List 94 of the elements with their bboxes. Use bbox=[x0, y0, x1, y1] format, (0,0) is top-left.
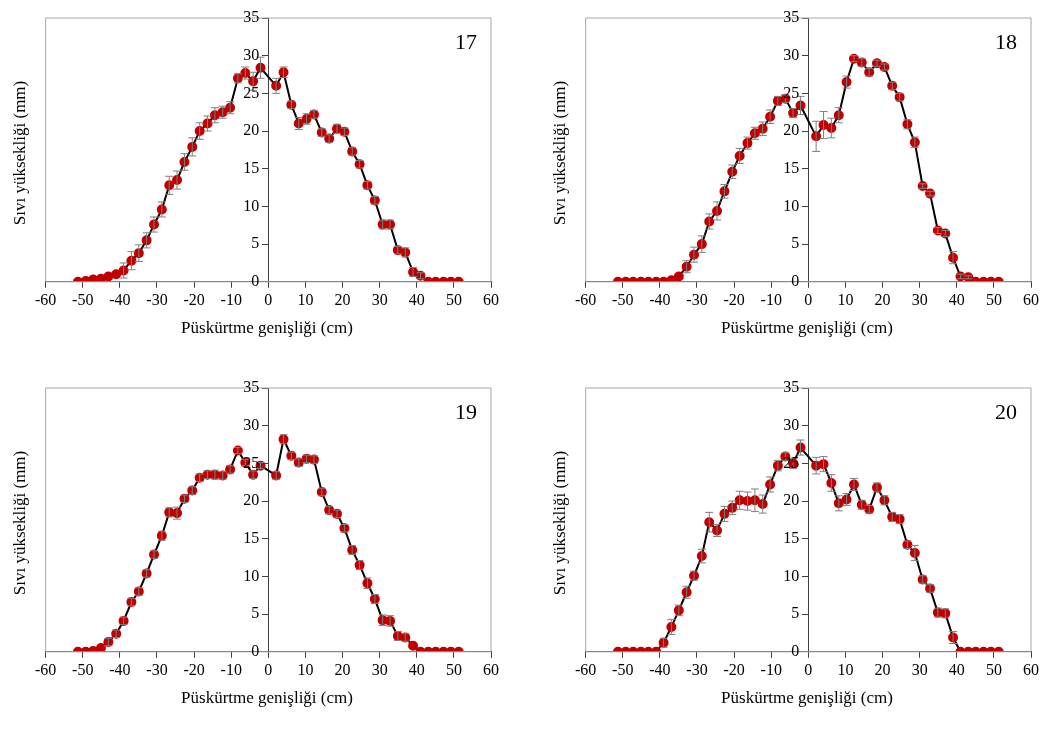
x-tick-label: 60 bbox=[483, 660, 499, 678]
y-tick-label: 15 bbox=[243, 158, 260, 176]
x-tick-label: 0 bbox=[804, 660, 813, 678]
y-tick-label: 25 bbox=[783, 83, 800, 101]
x-tick-label: 40 bbox=[408, 290, 425, 308]
x-tick-label: -50 bbox=[612, 290, 634, 308]
x-axis-title: Püskürtme genişliği (cm) bbox=[720, 688, 894, 708]
x-tick-label: 40 bbox=[948, 660, 965, 678]
x-tick-label: 30 bbox=[371, 660, 388, 678]
x-tick-label: 10 bbox=[837, 660, 854, 678]
x-axis-title: Püskürtme genişliği (cm) bbox=[180, 318, 354, 338]
x-tick-label: 60 bbox=[1023, 660, 1039, 678]
x-tick-label: 20 bbox=[334, 660, 351, 678]
x-tick-label: 0 bbox=[264, 660, 273, 678]
x-tick-label: -10 bbox=[760, 290, 782, 308]
x-tick-label: -10 bbox=[760, 660, 782, 678]
y-tick-label: 35 bbox=[783, 378, 800, 396]
y-axis-title: Sıvı yüksekliği (mm) bbox=[550, 450, 570, 596]
y-tick-label: 5 bbox=[791, 604, 800, 622]
x-tick-label: 20 bbox=[874, 660, 891, 678]
x-tick-label: -30 bbox=[686, 290, 708, 308]
x-tick-label: 60 bbox=[483, 290, 499, 308]
x-tick-label: 0 bbox=[804, 290, 813, 308]
x-tick-label: 40 bbox=[408, 660, 425, 678]
y-tick-label: 35 bbox=[243, 8, 260, 26]
y-tick-label: 15 bbox=[783, 158, 800, 176]
x-tick-label: -60 bbox=[575, 290, 597, 308]
x-tick-label: -30 bbox=[686, 660, 708, 678]
x-tick-label: -20 bbox=[183, 290, 205, 308]
y-tick-label: 35 bbox=[783, 8, 800, 26]
y-tick-label: 10 bbox=[783, 196, 800, 214]
x-tick-label: 30 bbox=[911, 290, 928, 308]
x-tick-label: 20 bbox=[874, 290, 891, 308]
y-tick-label: 30 bbox=[243, 415, 260, 433]
x-axis-title: Püskürtme genişliği (cm) bbox=[720, 318, 894, 338]
y-axis-title: Sıvı yüksekliği (mm) bbox=[10, 450, 30, 596]
x-tick-label: 50 bbox=[985, 660, 1002, 678]
x-tick-label: 0 bbox=[264, 290, 273, 308]
y-tick-label: 5 bbox=[251, 604, 260, 622]
x-tick-label: -30 bbox=[146, 660, 168, 678]
annotation: 17 bbox=[455, 28, 477, 54]
y-tick-label: 20 bbox=[783, 491, 800, 509]
y-tick-label: 15 bbox=[783, 528, 800, 546]
x-tick-label: -60 bbox=[35, 290, 57, 308]
y-tick-label: 20 bbox=[243, 491, 260, 509]
y-axis-title: Sıvı yüksekliği (mm) bbox=[10, 80, 30, 226]
y-tick-label: 5 bbox=[791, 234, 800, 252]
y-tick-label: 10 bbox=[783, 566, 800, 584]
y-tick-label: 20 bbox=[243, 121, 260, 139]
y-tick-label: 0 bbox=[791, 272, 800, 289]
x-tick-label: -50 bbox=[612, 660, 634, 678]
x-tick-label: -50 bbox=[72, 290, 94, 308]
y-axis-title: Sıvı yüksekliği (mm) bbox=[550, 80, 570, 226]
x-axis-title: Püskürtme genişliği (cm) bbox=[180, 688, 354, 708]
y-tick-label: 10 bbox=[243, 196, 260, 214]
x-tick-label: 10 bbox=[297, 290, 314, 308]
y-tick-label: 10 bbox=[243, 566, 260, 584]
x-tick-label: 50 bbox=[445, 660, 462, 678]
y-tick-label: 25 bbox=[243, 83, 260, 101]
x-tick-label: -40 bbox=[109, 290, 131, 308]
x-tick-label: 30 bbox=[371, 290, 388, 308]
x-tick-label: -40 bbox=[109, 660, 131, 678]
x-tick-label: 50 bbox=[445, 290, 462, 308]
x-tick-label: 10 bbox=[837, 290, 854, 308]
x-tick-label: -60 bbox=[35, 660, 57, 678]
annotation: 18 bbox=[995, 28, 1017, 54]
y-tick-label: 0 bbox=[251, 272, 260, 289]
x-tick-label: -40 bbox=[649, 290, 671, 308]
x-tick-label: -40 bbox=[649, 660, 671, 678]
y-tick-label: 5 bbox=[251, 234, 260, 252]
x-tick-label: 10 bbox=[297, 660, 314, 678]
y-tick-label: 0 bbox=[251, 642, 260, 659]
x-tick-label: 60 bbox=[1023, 290, 1039, 308]
x-tick-label: -20 bbox=[723, 290, 745, 308]
y-tick-label: 0 bbox=[791, 642, 800, 659]
y-tick-label: 30 bbox=[783, 415, 800, 433]
x-tick-label: -20 bbox=[183, 660, 205, 678]
y-tick-label: 35 bbox=[243, 378, 260, 396]
y-tick-label: 30 bbox=[243, 45, 260, 63]
x-tick-label: -30 bbox=[146, 290, 168, 308]
x-tick-label: 20 bbox=[334, 290, 351, 308]
x-tick-label: -20 bbox=[723, 660, 745, 678]
x-tick-label: 50 bbox=[985, 290, 1002, 308]
x-tick-label: -10 bbox=[220, 660, 242, 678]
y-tick-label: 30 bbox=[783, 45, 800, 63]
y-tick-label: 20 bbox=[783, 121, 800, 139]
x-tick-label: -50 bbox=[72, 660, 94, 678]
y-tick-label: 15 bbox=[243, 528, 260, 546]
annotation: 20 bbox=[995, 398, 1017, 424]
x-tick-label: -60 bbox=[575, 660, 597, 678]
x-tick-label: 40 bbox=[948, 290, 965, 308]
x-tick-label: 30 bbox=[911, 660, 928, 678]
annotation: 19 bbox=[455, 398, 477, 424]
x-tick-label: -10 bbox=[220, 290, 242, 308]
